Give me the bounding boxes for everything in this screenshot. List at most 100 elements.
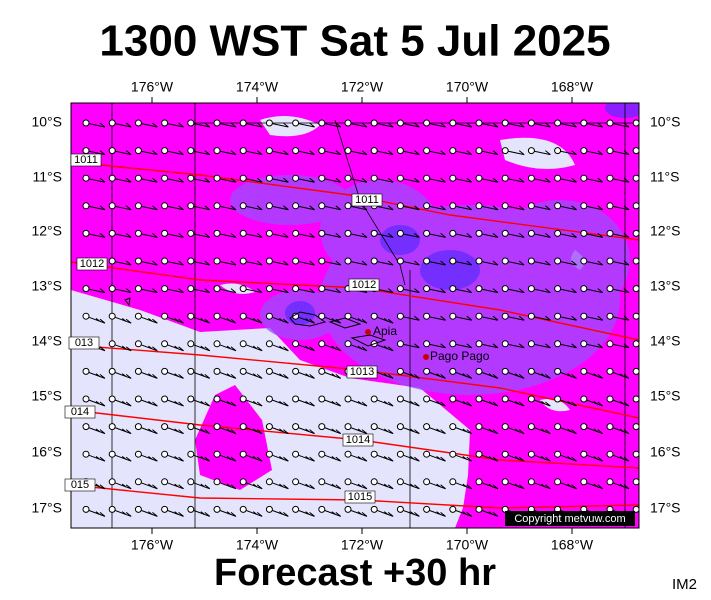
station bbox=[606, 312, 614, 320]
station bbox=[554, 478, 562, 486]
station bbox=[265, 285, 273, 293]
station bbox=[108, 202, 116, 210]
station bbox=[239, 395, 247, 403]
station bbox=[134, 312, 142, 320]
station bbox=[449, 119, 457, 127]
station bbox=[423, 478, 431, 486]
station bbox=[527, 478, 535, 486]
station bbox=[396, 202, 404, 210]
station bbox=[187, 450, 195, 458]
station bbox=[265, 340, 273, 348]
station bbox=[134, 174, 142, 182]
corner-label: IM2 bbox=[672, 576, 697, 593]
station bbox=[554, 312, 562, 320]
station bbox=[449, 478, 457, 486]
isobar-label-box bbox=[348, 278, 380, 292]
station bbox=[554, 423, 562, 431]
station bbox=[554, 257, 562, 265]
station bbox=[213, 505, 221, 513]
station bbox=[134, 229, 142, 237]
shading-deep bbox=[285, 103, 639, 325]
station bbox=[265, 257, 273, 265]
station bbox=[213, 229, 221, 237]
station bbox=[580, 174, 588, 182]
station bbox=[632, 229, 639, 237]
station bbox=[632, 285, 639, 293]
station bbox=[370, 450, 378, 458]
lat-label: 15°S bbox=[650, 388, 681, 404]
isobar-label: 1012 bbox=[352, 279, 376, 291]
station bbox=[606, 478, 614, 486]
station bbox=[161, 478, 169, 486]
station bbox=[161, 257, 169, 265]
station bbox=[527, 119, 535, 127]
station bbox=[318, 395, 326, 403]
station bbox=[606, 423, 614, 431]
station bbox=[580, 367, 588, 375]
station bbox=[239, 423, 247, 431]
station bbox=[134, 367, 142, 375]
station bbox=[161, 505, 169, 513]
map-frame bbox=[70, 102, 640, 529]
lon-label: 176°W bbox=[131, 537, 174, 553]
station bbox=[344, 257, 352, 265]
station bbox=[370, 147, 378, 155]
shading-light bbox=[71, 290, 470, 528]
lat-label: 12°S bbox=[650, 223, 681, 239]
lon-label: 174°W bbox=[236, 79, 279, 95]
isobar-label-box bbox=[64, 478, 96, 492]
lat-label: 17°S bbox=[31, 500, 62, 516]
lon-label: 172°W bbox=[341, 79, 384, 95]
station bbox=[213, 367, 221, 375]
lat-label: 16°S bbox=[650, 444, 681, 460]
station bbox=[108, 340, 116, 348]
station bbox=[213, 174, 221, 182]
station bbox=[527, 257, 535, 265]
station bbox=[213, 312, 221, 320]
station bbox=[265, 367, 273, 375]
station bbox=[449, 450, 457, 458]
station bbox=[318, 450, 326, 458]
isobar-label: 1015 bbox=[348, 491, 372, 503]
station bbox=[318, 202, 326, 210]
station bbox=[370, 312, 378, 320]
station bbox=[213, 119, 221, 127]
station bbox=[501, 340, 509, 348]
station bbox=[449, 423, 457, 431]
isobar-label: 1014 bbox=[346, 434, 370, 446]
lat-label: 16°S bbox=[31, 444, 62, 460]
station bbox=[396, 174, 404, 182]
station bbox=[632, 257, 639, 265]
station bbox=[632, 119, 639, 127]
isobar-label-box bbox=[344, 490, 376, 504]
station bbox=[501, 229, 509, 237]
station bbox=[265, 478, 273, 486]
station bbox=[554, 174, 562, 182]
station bbox=[632, 340, 639, 348]
station bbox=[161, 395, 169, 403]
station bbox=[161, 450, 169, 458]
station bbox=[370, 174, 378, 182]
station bbox=[108, 423, 116, 431]
station bbox=[82, 174, 90, 182]
station bbox=[606, 367, 614, 375]
lon-label: 168°W bbox=[551, 537, 594, 553]
station bbox=[396, 395, 404, 403]
station bbox=[161, 174, 169, 182]
station bbox=[475, 202, 483, 210]
shading-light bbox=[220, 116, 584, 412]
station bbox=[213, 478, 221, 486]
station bbox=[580, 257, 588, 265]
station bbox=[265, 395, 273, 403]
lat-label: 11°S bbox=[650, 169, 679, 185]
station bbox=[396, 340, 404, 348]
station bbox=[423, 119, 431, 127]
station bbox=[370, 257, 378, 265]
station bbox=[501, 285, 509, 293]
station bbox=[239, 285, 247, 293]
station bbox=[134, 450, 142, 458]
station bbox=[449, 340, 457, 348]
isobar-label: 014 bbox=[71, 406, 89, 418]
station bbox=[344, 478, 352, 486]
station bbox=[606, 450, 614, 458]
